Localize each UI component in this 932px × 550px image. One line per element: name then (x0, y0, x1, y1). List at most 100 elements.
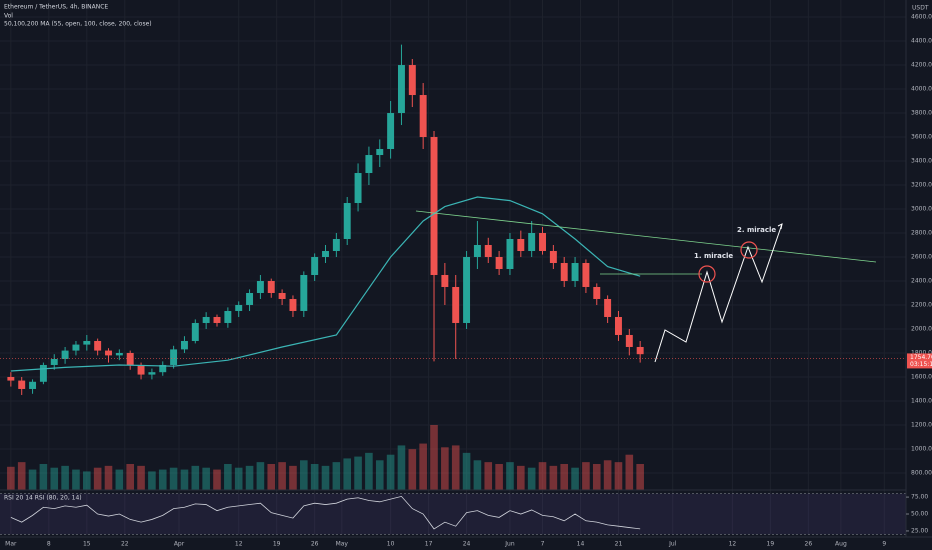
volume-bar (72, 469, 80, 490)
volume-bar (451, 445, 460, 490)
x-tick-label: Jun (504, 541, 515, 548)
x-tick-label: 9 (882, 541, 886, 548)
x-tick-label: Apr (174, 541, 185, 548)
volume-bar (234, 467, 243, 490)
candle-body (170, 349, 178, 365)
candle-body (397, 65, 405, 114)
volume-bar (517, 465, 525, 490)
candle-body (29, 381, 37, 389)
volume-bar (83, 471, 91, 490)
volume-bar (614, 462, 623, 490)
circle-marker (698, 265, 716, 283)
y-tick-label: 1800.00 (911, 349, 932, 356)
candle-body (484, 245, 492, 257)
volume-bar (386, 454, 395, 490)
candle-body (549, 250, 557, 263)
y-tick-label: 2600.00 (911, 253, 932, 260)
last-price-label: 1754.70 (910, 354, 932, 361)
currency-label: USDT (912, 5, 929, 12)
volume-bar (506, 462, 514, 490)
rsi-tick-label: 75.00 (911, 494, 928, 501)
candle-body (300, 274, 308, 311)
x-tick-label: May (336, 541, 349, 548)
y-tick-label: 3800.00 (911, 110, 932, 117)
volume-bar (495, 464, 503, 490)
x-tick-label: 10 (387, 541, 395, 548)
candle-body (322, 250, 329, 257)
volume-bar (473, 460, 482, 490)
y-tick-label: 3400.00 (911, 158, 932, 165)
candle-body (246, 292, 254, 305)
volume-bar (538, 462, 547, 490)
volume-bar (93, 467, 102, 490)
candle-body (180, 340, 188, 350)
candle-body (408, 65, 416, 96)
projection-arrow (777, 223, 783, 230)
candle-body (105, 350, 112, 356)
volume-bar (202, 467, 210, 490)
y-tick-label: 4400.00 (911, 38, 932, 45)
candle-body (7, 376, 15, 381)
x-tick-label: 26 (311, 541, 319, 548)
grid (0, 0, 906, 535)
volume-bar (343, 458, 352, 490)
volume-bar (50, 467, 59, 490)
volume-bar (61, 465, 69, 490)
candle-body (332, 239, 340, 251)
volume-bar (180, 469, 189, 490)
candle-body (604, 298, 612, 317)
candle-body (539, 233, 546, 251)
x-tick-label: 19 (767, 541, 775, 548)
y-tick-label: 4600.00 (911, 14, 932, 21)
x-tick-label: Jul (668, 541, 677, 548)
candle-body (18, 380, 26, 389)
y-tick-label: 1400.00 (911, 397, 932, 404)
y-tick-label: 2400.00 (911, 277, 932, 284)
y-tick-label: 3000.00 (911, 206, 932, 213)
volume-bar (560, 464, 569, 490)
circle-marker (740, 241, 758, 259)
candle-body (625, 334, 633, 347)
volume-bar (549, 465, 558, 490)
x-tick-label: 8 (47, 541, 51, 548)
candle-body (311, 256, 319, 275)
y-tick-label: 1000.00 (911, 445, 932, 452)
rsi-line (10, 495, 641, 530)
volume-bar (462, 452, 471, 490)
candle-body (582, 262, 590, 287)
volume-bar (419, 443, 427, 490)
candle-body (452, 286, 460, 323)
annotation: 1. miracle (694, 252, 733, 260)
candle-body (191, 322, 199, 341)
volume-bar (430, 425, 438, 490)
candle-body (267, 280, 275, 293)
candle-body (636, 346, 644, 355)
ma-line (10, 196, 641, 372)
y-tick-label: 4000.00 (911, 86, 932, 93)
x-tick-label: 24 (463, 541, 471, 548)
countdown-label: 03:15:14 (910, 361, 932, 368)
candle-body (528, 233, 536, 251)
candle-body (72, 344, 80, 351)
volume-bar (256, 462, 265, 490)
candle-body (50, 358, 58, 365)
rsi-label: RSI 20 14 RSI (80, 20, 14) (4, 495, 82, 502)
volume-bar (39, 464, 48, 490)
y-tick-label: 2800.00 (911, 230, 932, 237)
last-price-box (907, 353, 932, 369)
volume-bar (441, 447, 449, 490)
marks (7, 44, 644, 530)
candle-body (148, 372, 156, 375)
candle-body (614, 316, 622, 335)
candle-body (354, 173, 362, 204)
x-tick-label: 21 (615, 541, 623, 548)
volume-bar (365, 452, 373, 490)
candle-body (61, 350, 69, 359)
candle-body (39, 364, 47, 382)
volume-bar (148, 471, 156, 490)
rsi-tick-label: 50.00 (911, 511, 928, 518)
volume-bar (321, 465, 330, 490)
x-tick-label: 26 (805, 541, 813, 548)
volume-bar (158, 469, 167, 490)
